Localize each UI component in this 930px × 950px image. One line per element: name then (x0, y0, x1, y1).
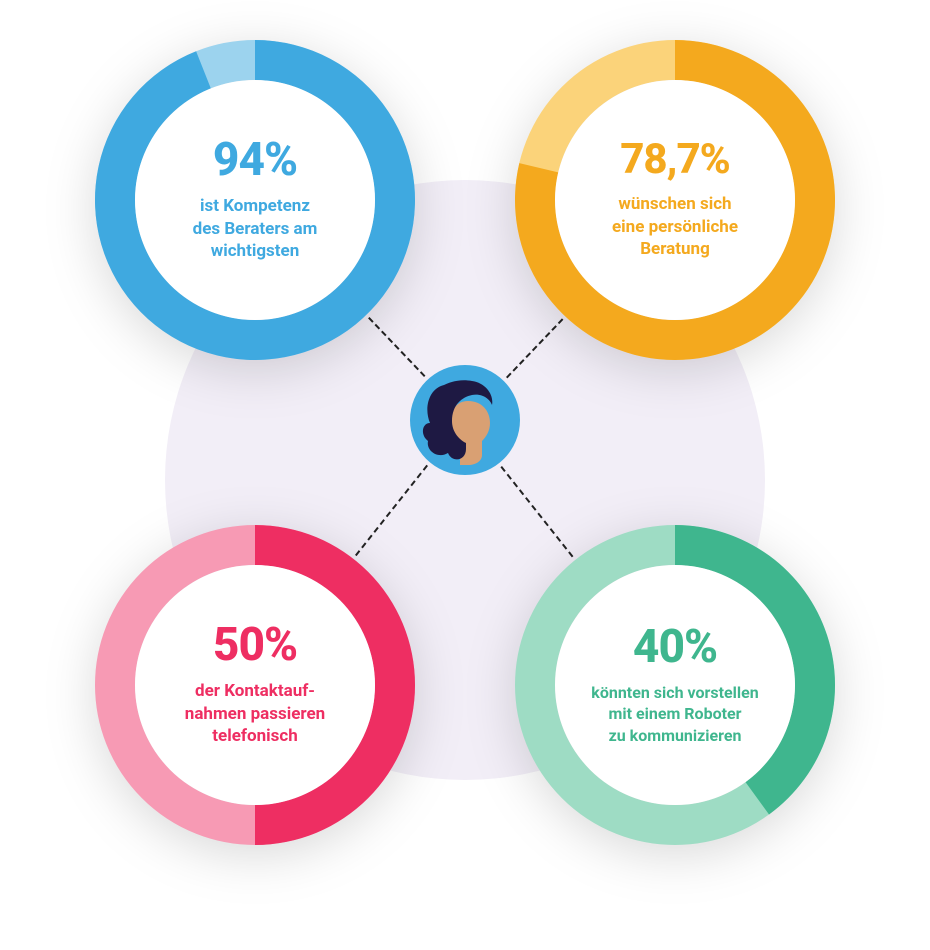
donut-inner: 40% könnten sich vorstellenmit einem Rob… (555, 565, 795, 805)
donut-inner: 78,7% wünschen sicheine persönlicheBerat… (555, 80, 795, 320)
donut-robot: 40% könnten sich vorstellenmit einem Rob… (515, 525, 835, 845)
percentage-description: ist Kompetenzdes Beraters amwichtigsten (193, 195, 318, 264)
donut-inner: 50% der Kontaktauf-nahmen passierentelef… (135, 565, 375, 805)
center-avatar (410, 365, 520, 475)
percentage-value: 94% (213, 137, 297, 183)
percentage-value: 40% (633, 624, 717, 670)
percentage-value: 50% (213, 622, 297, 668)
infographic-stage: 94% ist Kompetenzdes Beraters amwichtigs… (0, 0, 930, 950)
percentage-description: könnten sich vorstellenmit einem Roboter… (591, 682, 758, 747)
donut-competence: 94% ist Kompetenzdes Beraters amwichtigs… (95, 40, 415, 360)
percentage-description: wünschen sicheine persönlicheBeratung (612, 193, 738, 262)
percentage-value: 78,7% (620, 139, 730, 181)
donut-personal: 78,7% wünschen sicheine persönlicheBerat… (515, 40, 835, 360)
donut-phone: 50% der Kontaktauf-nahmen passierentelef… (95, 525, 415, 845)
donut-inner: 94% ist Kompetenzdes Beraters amwichtigs… (135, 80, 375, 320)
percentage-description: der Kontaktauf-nahmen passierentelefonis… (185, 680, 325, 749)
